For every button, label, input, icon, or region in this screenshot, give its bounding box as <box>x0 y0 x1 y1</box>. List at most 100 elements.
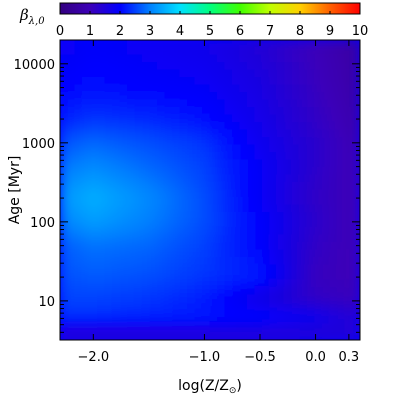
heatmap-cell <box>104 294 113 303</box>
heatmap-cell <box>239 197 248 206</box>
heatmap-cell <box>179 219 188 228</box>
heatmap-cell <box>82 204 91 213</box>
heatmap-cell <box>299 144 308 153</box>
heatmap-cell <box>209 129 218 138</box>
heatmap-cell <box>329 114 338 123</box>
heatmap-cell <box>112 279 121 288</box>
heatmap-cell <box>67 84 76 93</box>
heatmap-cell <box>202 62 211 71</box>
heatmap-cell <box>112 317 121 326</box>
heatmap-cell <box>247 114 256 123</box>
heatmap-cell <box>344 197 353 206</box>
heatmap-cell <box>134 77 143 86</box>
heatmap-cell <box>344 324 353 333</box>
heatmap-cell <box>254 189 263 198</box>
heatmap-cell <box>89 99 98 108</box>
heatmap-cell <box>217 302 226 311</box>
heatmap-cell <box>329 159 338 168</box>
heatmap-cell <box>89 54 98 63</box>
heatmap-cell <box>224 40 233 48</box>
heatmap-cell <box>224 122 233 131</box>
heatmap-cell <box>97 272 106 281</box>
heatmap-cell <box>149 197 158 206</box>
heatmap-cell <box>224 84 233 93</box>
heatmap-cell <box>187 227 196 236</box>
heatmap-cell <box>134 92 143 101</box>
heatmap-cell <box>307 242 316 251</box>
heatmap-cell <box>67 234 76 243</box>
heatmap-cell <box>104 234 113 243</box>
heatmap-cell <box>187 129 196 138</box>
heatmap-cell <box>134 219 143 228</box>
heatmap-cell <box>292 309 301 318</box>
heatmap-cell <box>89 137 98 146</box>
heatmap-cell <box>217 122 226 131</box>
heatmap-cell <box>74 189 83 198</box>
heatmap-cell <box>232 152 241 161</box>
heatmap-cell <box>299 279 308 288</box>
heatmap-cell <box>179 144 188 153</box>
heatmap-cell <box>262 47 271 56</box>
heatmap-cell <box>194 287 203 296</box>
heatmap-cell <box>187 159 196 168</box>
heatmap-cell <box>112 84 121 93</box>
heatmap-cell <box>269 129 278 138</box>
heatmap-cell <box>299 167 308 176</box>
heatmap-cell <box>232 204 241 213</box>
heatmap-cell <box>277 212 286 221</box>
heatmap-cell <box>89 204 98 213</box>
heatmap-cell <box>119 47 128 56</box>
heatmap-cell <box>352 212 360 221</box>
heatmap-cell <box>344 122 353 131</box>
heatmap-cell <box>322 54 331 63</box>
heatmap-cell <box>164 107 173 116</box>
heatmap-cell <box>292 159 301 168</box>
heatmap-cell <box>112 99 121 108</box>
heatmap-cell <box>277 302 286 311</box>
heatmap-cell <box>299 227 308 236</box>
heatmap-cell <box>247 219 256 228</box>
heatmap-cell <box>97 129 106 138</box>
heatmap-cell <box>292 242 301 251</box>
heatmap-cell <box>89 189 98 198</box>
heatmap-cell <box>134 264 143 273</box>
heatmap-cell <box>104 174 113 183</box>
heatmap-cell <box>269 174 278 183</box>
heatmap-cell <box>82 69 91 78</box>
heatmap-cell <box>142 159 151 168</box>
heatmap-cell <box>307 40 316 48</box>
heatmap-cell <box>277 182 286 191</box>
heatmap-cell <box>224 287 233 296</box>
heatmap-cell <box>277 122 286 131</box>
heatmap-cell <box>119 62 128 71</box>
heatmap-cell <box>307 47 316 56</box>
heatmap-cell <box>284 242 293 251</box>
heatmap-cell <box>262 227 271 236</box>
heatmap-cell <box>209 152 218 161</box>
heatmap-cell <box>269 77 278 86</box>
heatmap-cell <box>172 302 181 311</box>
heatmap-cell <box>149 264 158 273</box>
heatmap-cell <box>157 249 166 258</box>
heatmap-cell <box>172 272 181 281</box>
colorbar-tick-label: 7 <box>266 24 274 39</box>
heatmap-cell <box>89 264 98 273</box>
heatmap-cell <box>247 309 256 318</box>
heatmap-cell <box>97 332 106 340</box>
heatmap-cell <box>232 257 241 266</box>
heatmap-cell <box>217 174 226 183</box>
heatmap-cell <box>142 257 151 266</box>
heatmap-cell <box>262 107 271 116</box>
heatmap-cell <box>284 69 293 78</box>
heatmap-cell <box>217 324 226 333</box>
heatmap-cell <box>314 317 323 326</box>
heatmap-cell <box>254 257 263 266</box>
heatmap-cell <box>194 159 203 168</box>
heatmap-cell <box>247 264 256 273</box>
heatmap-cell <box>337 212 346 221</box>
heatmap-cell <box>329 294 338 303</box>
heatmap-cell <box>299 54 308 63</box>
heatmap-cell <box>292 54 301 63</box>
heatmap-cell <box>104 54 113 63</box>
heatmap-cell <box>299 77 308 86</box>
